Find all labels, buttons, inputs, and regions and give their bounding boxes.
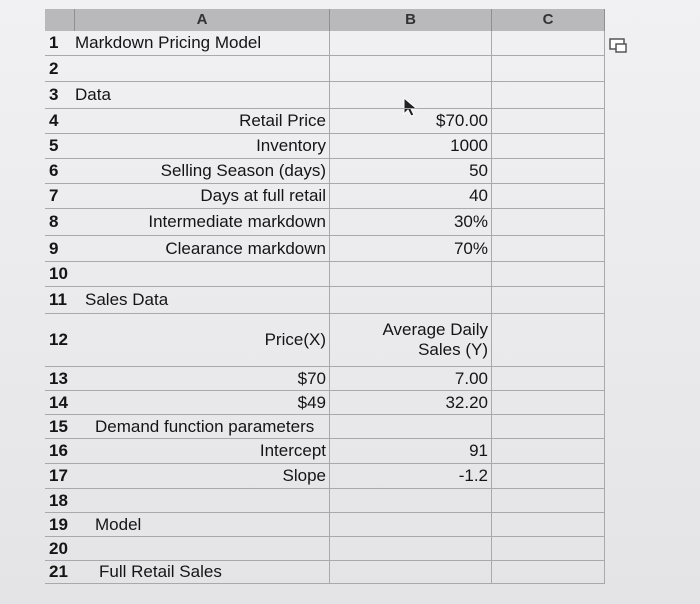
cell[interactable] xyxy=(75,56,330,82)
row-number: 9 xyxy=(45,236,75,262)
cell[interactable]: 40 xyxy=(330,184,492,209)
cell[interactable] xyxy=(492,464,605,489)
cell[interactable] xyxy=(75,489,330,513)
cell[interactable]: Inventory xyxy=(75,134,330,159)
column-header[interactable]: A xyxy=(75,9,330,31)
row-number: 15 xyxy=(45,415,75,439)
cell[interactable]: Slope xyxy=(75,464,330,489)
cell[interactable]: $49 xyxy=(75,391,330,415)
row-number: 2 xyxy=(45,56,75,82)
cell[interactable] xyxy=(492,209,605,236)
cell[interactable] xyxy=(75,262,330,287)
cell[interactable] xyxy=(492,56,605,82)
cell[interactable]: 91 xyxy=(330,439,492,464)
cell[interactable] xyxy=(492,513,605,537)
cell[interactable]: 7.00 xyxy=(330,367,492,391)
cell[interactable]: Intermediate markdown xyxy=(75,209,330,236)
cursor xyxy=(403,96,419,117)
corner-header xyxy=(45,9,75,31)
cell[interactable] xyxy=(492,184,605,209)
cell[interactable]: Model xyxy=(75,513,330,537)
cell[interactable] xyxy=(492,314,605,367)
cell[interactable] xyxy=(75,537,330,561)
row-number: 8 xyxy=(45,209,75,236)
row-number: 5 xyxy=(45,134,75,159)
row-number: 20 xyxy=(45,537,75,561)
row-number: 10 xyxy=(45,262,75,287)
cell[interactable] xyxy=(330,56,492,82)
cell[interactable] xyxy=(492,236,605,262)
row-number: 17 xyxy=(45,464,75,489)
cell[interactable]: Markdown Pricing Model xyxy=(75,31,330,56)
cell[interactable] xyxy=(492,262,605,287)
cell[interactable] xyxy=(492,31,605,56)
cell[interactable]: Clearance markdown xyxy=(75,236,330,262)
row-number: 21 xyxy=(45,561,75,584)
cell[interactable] xyxy=(492,82,605,109)
cell[interactable]: Selling Season (days) xyxy=(75,159,330,184)
cell[interactable] xyxy=(330,489,492,513)
cell[interactable] xyxy=(492,109,605,134)
row-number: 12 xyxy=(45,314,75,367)
cell[interactable]: -1.2 xyxy=(330,464,492,489)
cell[interactable]: 30% xyxy=(330,209,492,236)
row-number: 7 xyxy=(45,184,75,209)
cell[interactable] xyxy=(492,287,605,314)
cell[interactable]: 50 xyxy=(330,159,492,184)
cell[interactable] xyxy=(492,391,605,415)
cell[interactable] xyxy=(492,537,605,561)
cell[interactable] xyxy=(330,415,492,439)
row-number: 13 xyxy=(45,367,75,391)
column-header[interactable]: B xyxy=(330,9,492,31)
paste-icon[interactable] xyxy=(608,36,630,54)
cell[interactable]: Days at full retail xyxy=(75,184,330,209)
cell[interactable] xyxy=(330,537,492,561)
cell[interactable] xyxy=(492,134,605,159)
cell[interactable]: Intercept xyxy=(75,439,330,464)
row-number: 14 xyxy=(45,391,75,415)
cell[interactable] xyxy=(330,31,492,56)
cell[interactable] xyxy=(330,82,492,109)
cell[interactable]: $70.00 xyxy=(330,109,492,134)
cell[interactable] xyxy=(492,561,605,584)
cell[interactable]: 1000 xyxy=(330,134,492,159)
cell[interactable]: 32.20 xyxy=(330,391,492,415)
row-number: 4 xyxy=(45,109,75,134)
cell[interactable] xyxy=(330,262,492,287)
cell[interactable] xyxy=(492,367,605,391)
row-number: 6 xyxy=(45,159,75,184)
column-header[interactable]: C xyxy=(492,9,605,31)
cell[interactable]: Price(X) xyxy=(75,314,330,367)
row-number: 3 xyxy=(45,82,75,109)
row-number: 11 xyxy=(45,287,75,314)
cell[interactable]: Average Daily Sales (Y) xyxy=(330,314,492,367)
cell[interactable] xyxy=(330,513,492,537)
row-number: 19 xyxy=(45,513,75,537)
cell[interactable]: Full Retail Sales xyxy=(75,561,330,584)
row-number: 16 xyxy=(45,439,75,464)
cell[interactable]: Sales Data xyxy=(75,287,330,314)
cell[interactable] xyxy=(330,287,492,314)
cell[interactable]: $70 xyxy=(75,367,330,391)
cell[interactable] xyxy=(492,415,605,439)
cell[interactable]: Data xyxy=(75,82,330,109)
row-number: 18 xyxy=(45,489,75,513)
cell[interactable] xyxy=(330,561,492,584)
cell[interactable]: Retail Price xyxy=(75,109,330,134)
cell[interactable] xyxy=(492,489,605,513)
cell[interactable]: 70% xyxy=(330,236,492,262)
cell[interactable] xyxy=(492,159,605,184)
cell[interactable] xyxy=(492,439,605,464)
cell[interactable]: Demand function parameters xyxy=(75,415,330,439)
row-number: 1 xyxy=(45,31,75,56)
